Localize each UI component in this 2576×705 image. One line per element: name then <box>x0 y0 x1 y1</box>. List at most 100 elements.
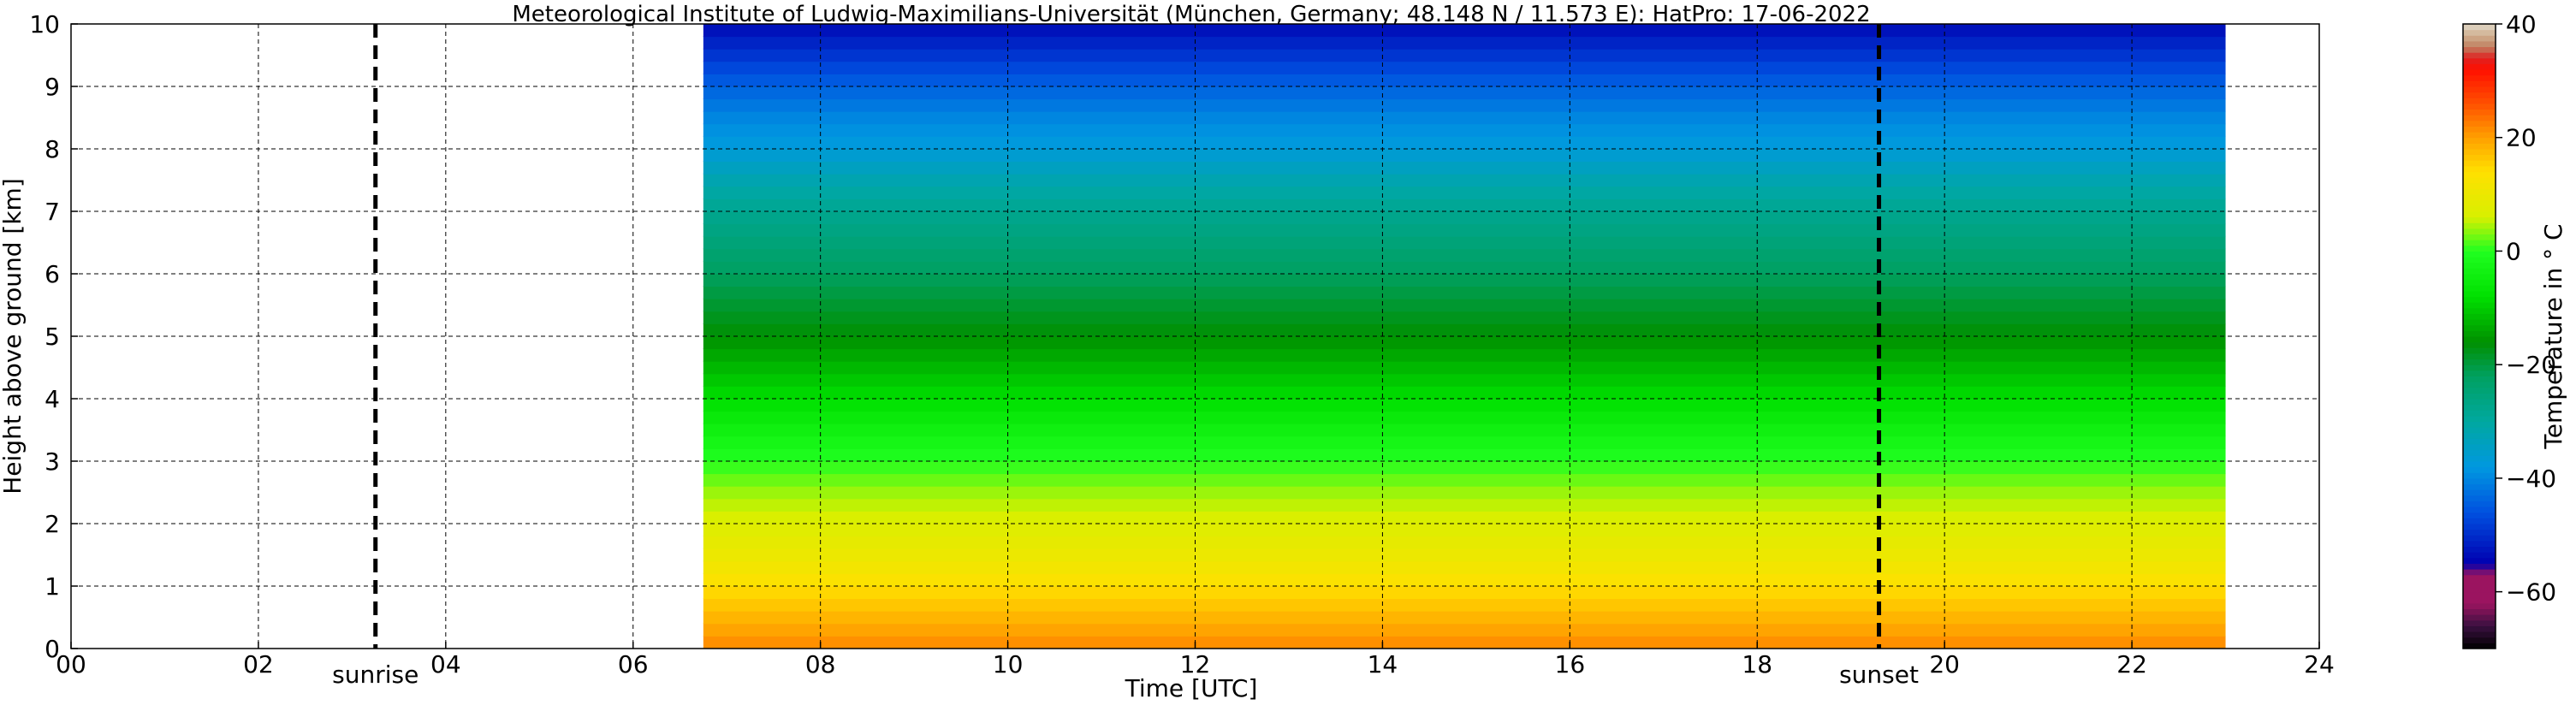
heatmap-cell <box>703 260 2226 275</box>
colorbar-cell <box>2463 415 2496 423</box>
x-tick-label: 08 <box>805 650 836 678</box>
heatmap-cell <box>703 373 2226 387</box>
colorbar-cell <box>2463 625 2496 632</box>
heatmap-cell <box>703 536 2226 549</box>
colorbar-cell <box>2463 387 2496 394</box>
heatmap-cell <box>703 73 2226 87</box>
x-tick-label: 20 <box>1929 650 1960 678</box>
heatmap-cell <box>703 398 2226 412</box>
colorbar-cell <box>2463 92 2496 98</box>
heatmap-cell <box>703 86 2226 100</box>
colorbar-cell <box>2463 495 2496 501</box>
colorbar-cell <box>2463 34 2496 42</box>
y-tick-label: 0 <box>45 635 60 663</box>
colorbar-cell <box>2463 80 2496 87</box>
colorbar-tick-label: 40 <box>2506 10 2537 39</box>
heatmap-cell <box>703 335 2226 350</box>
colorbar-tick-label: −40 <box>2506 465 2556 493</box>
colorbar-cell <box>2463 307 2496 314</box>
heatmap-cell <box>703 110 2226 125</box>
x-tick-label: 00 <box>56 650 86 678</box>
heatmap-cell <box>703 186 2226 199</box>
colorbar-cell <box>2463 409 2496 417</box>
y-tick-label: 5 <box>45 323 60 351</box>
colorbar-cell <box>2463 234 2496 240</box>
colorbar-cell <box>2463 273 2496 281</box>
colorbar-cell <box>2463 454 2496 462</box>
colorbar-cell <box>2463 103 2496 110</box>
grid-lines <box>71 24 2319 649</box>
colorbar-cell <box>2463 154 2496 161</box>
heatmap-cell <box>703 148 2226 163</box>
heatmap-cell <box>703 560 2226 574</box>
colorbar-cell <box>2463 222 2496 229</box>
heatmap-cell <box>703 161 2226 175</box>
y-axis-ticks: 0 1 2 3 4 5 6 7 8 9 10 <box>29 10 78 663</box>
colorbar-cell <box>2463 466 2496 473</box>
colorbar-cell <box>2463 551 2496 559</box>
x-axis-label: Time [UTC] <box>1125 674 1258 702</box>
colorbar-cell <box>2463 534 2496 542</box>
colorbar-cell <box>2463 568 2496 576</box>
colorbar-cell <box>2463 97 2496 104</box>
colorbar-cell <box>2463 602 2496 610</box>
heatmap-cell <box>703 360 2226 375</box>
heatmap-cell <box>703 123 2226 137</box>
heatmap-cell <box>703 435 2226 449</box>
heatmap-cell <box>703 423 2226 437</box>
x-tick-label: 04 <box>430 650 461 678</box>
colorbar-cell <box>2463 40 2496 48</box>
colorbar-cell <box>2463 483 2496 490</box>
colorbar <box>2463 23 2496 649</box>
colorbar-cell <box>2463 29 2496 36</box>
heatmap-cell <box>703 135 2226 150</box>
colorbar-cell <box>2463 613 2496 621</box>
y-tick-label: 7 <box>45 198 60 226</box>
colorbar-cell <box>2463 193 2496 201</box>
heatmap-cell <box>703 411 2226 424</box>
colorbar-cell <box>2463 125 2496 133</box>
x-tick-label: 02 <box>243 650 274 678</box>
colorbar-cell <box>2463 296 2496 303</box>
heatmap-cell <box>703 98 2226 112</box>
y-tick-label: 10 <box>29 10 60 39</box>
colorbar-cell <box>2463 284 2496 292</box>
heatmap-cell <box>703 460 2226 475</box>
colorbar-cell <box>2463 216 2496 223</box>
y-tick-label: 6 <box>45 260 60 288</box>
x-axis-ticks: 00 02 04 06 08 10 12 14 16 18 20 22 24 <box>56 642 2335 678</box>
colorbar-cell <box>2463 228 2496 235</box>
heatmap-cell <box>703 210 2226 225</box>
colorbar-cell <box>2463 381 2496 388</box>
heatmap-cell <box>703 498 2226 512</box>
colorbar-cell <box>2463 51 2496 59</box>
colorbar-cell <box>2463 631 2496 638</box>
y-tick-label: 2 <box>45 510 60 538</box>
colorbar-cell <box>2463 529 2496 536</box>
colorbar-tick-label: 20 <box>2506 124 2537 152</box>
heatmap-cell <box>703 585 2226 600</box>
heatmap-cell <box>703 223 2226 237</box>
heatmap-cells <box>703 24 2226 649</box>
heatmap-cell <box>703 598 2226 612</box>
colorbar-cell <box>2463 523 2496 530</box>
colorbar-tick-label: −20 <box>2506 351 2556 379</box>
colorbar-cell <box>2463 324 2496 331</box>
colorbar-tick-label: 0 <box>2506 237 2521 265</box>
colorbar-cell <box>2463 312 2496 320</box>
colorbar-cell <box>2463 171 2496 178</box>
x-tick-label: 24 <box>2304 650 2335 678</box>
colorbar-cell <box>2463 500 2496 507</box>
colorbar-cell <box>2463 557 2496 564</box>
heatmap-cell <box>703 510 2226 524</box>
heatmap-cell <box>703 635 2226 649</box>
colorbar-cell <box>2463 591 2496 598</box>
colorbar-cell <box>2463 477 2496 485</box>
colorbar-cell <box>2463 86 2496 93</box>
y-tick-label: 1 <box>45 572 60 601</box>
colorbar-cell <box>2463 437 2496 445</box>
heatmap-cell <box>703 623 2226 637</box>
colorbar-cell <box>2463 596 2496 604</box>
sunset-label: sunset <box>1839 661 1919 689</box>
